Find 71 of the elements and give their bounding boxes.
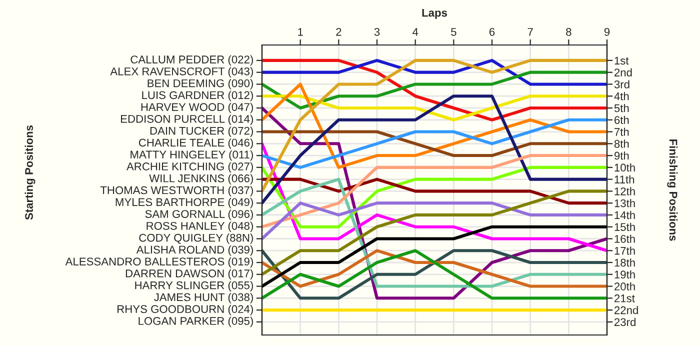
text: ALESSANDRO BALLESTEROS (019) [65, 257, 253, 268]
x-tick-label: 1 [298, 28, 303, 36]
y2-tick-label: 23rd [614, 318, 636, 326]
line-series [262, 82, 607, 169]
y2-tick-label: 3rd [614, 80, 630, 88]
y2-tick-label: 13th [614, 199, 635, 208]
text: WILL JENKINS (066) [149, 174, 253, 184]
x-tick-label: 8 [566, 28, 572, 36]
text: Starting Positions [24, 125, 36, 220]
line-series [262, 249, 607, 300]
line-series [262, 94, 607, 205]
y2-tick-label: 6th [614, 116, 629, 124]
text: HARRY SLINGER (055) [135, 281, 253, 292]
text: ARCHIE KITCHING (027) [126, 162, 253, 173]
line-series [262, 190, 607, 276]
line-series [262, 70, 607, 110]
x-tick-label: 7 [528, 28, 533, 36]
y2-tick-label: 15th [614, 222, 635, 231]
y2-tick-label: 11th [614, 175, 634, 184]
y2-tick-label: 19th [614, 270, 635, 279]
text: LUIS GARDNER (012) [142, 90, 253, 102]
line-series [262, 249, 607, 288]
line-series [262, 178, 607, 288]
text: ALISHA ROLAND (039) [136, 245, 253, 256]
x-tick-label: 3 [374, 28, 380, 36]
y2-tick-label: 20th [614, 282, 635, 290]
text: BEN DEEMING (090) [148, 79, 253, 90]
line-series [262, 58, 607, 193]
y2-tick-label: 16th [614, 234, 635, 243]
y2-tick-label: 14th [614, 210, 635, 220]
text: DAIN TUCKER (072) [150, 126, 253, 137]
y2-axis-title: Finishing Positions [667, 140, 678, 241]
text: DARREN DAWSON (017) [126, 269, 253, 280]
text: ALEX RAVENSCROFT (043) [110, 67, 253, 78]
x-tick-label: 2 [336, 28, 342, 36]
y2-tick-label: 5th [614, 104, 629, 112]
x-tick-label: 5 [451, 28, 456, 36]
y2-tick-label: 1st [614, 56, 629, 65]
y2-tick-label: 8th [614, 140, 629, 148]
text: MYLES BARTHORPE (049) [116, 198, 253, 208]
y2-tick-label: 10th [614, 163, 635, 172]
x-tick-label: 6 [489, 28, 495, 36]
y2-tick-label: 9th [614, 152, 629, 160]
y2-tick-label: 17th [614, 246, 635, 255]
x-tick-label: 4 [412, 28, 418, 36]
x-axis-title: Laps [422, 8, 448, 19]
y2-tick-label: 2nd [614, 68, 632, 76]
text: CODY QUIGLEY (88N) [139, 234, 253, 244]
text: MATTY HINGELEY (011) [130, 150, 253, 161]
text: THOMAS WESTWORTH (037) [100, 186, 253, 196]
y2-tick-label: 21st [614, 294, 635, 302]
line-series [262, 166, 607, 228]
text: ROSS HANLEY (048) [146, 222, 253, 232]
text: LOGAN PARKER (095) [138, 316, 253, 328]
line-series [262, 225, 607, 288]
y2-tick-label: 7th [614, 128, 629, 136]
text: HARVEY WOOD (047) [141, 102, 253, 114]
text: SAM GORNALL (096) [145, 210, 253, 220]
x-tick-label: 9 [604, 28, 610, 36]
text: CALLUM PEDDER (022) [130, 55, 253, 66]
line-series [262, 118, 607, 169]
text: CHARLIE TEALE (046) [138, 138, 253, 149]
line-series [262, 154, 607, 228]
y2-tick-label: 12th [614, 187, 635, 196]
y2-tick-label: 18th [614, 258, 635, 267]
text: RHYS GOODBOURN (024) [118, 304, 253, 316]
y2-tick-label: 4th [614, 92, 629, 100]
y2-tick-label: 22nd [614, 306, 638, 314]
text: JAMES HUNT (038) [154, 292, 253, 304]
text: EDDISON PURCELL (014) [121, 114, 253, 126]
line-series [262, 58, 607, 122]
